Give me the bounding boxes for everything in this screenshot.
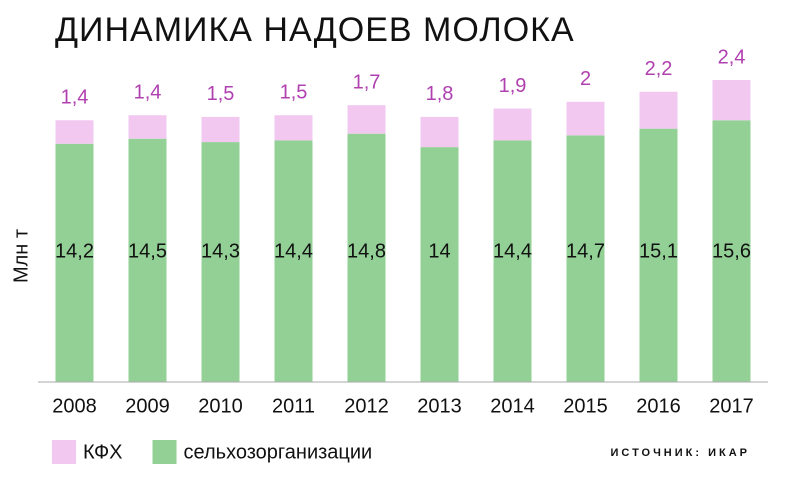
x-tick-label: 2017 xyxy=(709,395,754,417)
bar-segment xyxy=(201,142,240,382)
value-label: 15,6 xyxy=(712,240,751,262)
legend-swatch xyxy=(152,440,177,464)
x-tick-label: 2015 xyxy=(563,395,608,417)
legend-label: КФХ xyxy=(83,441,123,463)
bar-segment xyxy=(347,105,386,134)
value-label: 14,4 xyxy=(493,240,532,262)
bar-segment xyxy=(55,143,94,382)
x-tick-label: 2010 xyxy=(198,395,243,417)
x-tick-label: 2012 xyxy=(344,395,389,417)
bar-segment xyxy=(128,138,167,382)
value-label: 14,4 xyxy=(274,240,313,262)
bar-segment xyxy=(128,115,167,139)
value-label: 1,8 xyxy=(426,83,454,105)
value-label: 15,1 xyxy=(639,240,678,262)
value-label: 1,7 xyxy=(353,71,381,93)
x-tick-label: 2014 xyxy=(490,395,535,417)
bar-segment xyxy=(347,133,386,382)
legend-label: сельхозорганизации xyxy=(184,441,373,463)
bar-segment xyxy=(201,116,240,143)
value-label: 14,7 xyxy=(566,240,605,262)
bar-segment xyxy=(493,108,532,141)
value-label: 14 xyxy=(428,240,450,262)
chart-title: ДИНАМИКА НАДОЕВ МОЛОКА xyxy=(55,11,575,49)
value-label: 1,5 xyxy=(207,83,235,105)
bar-segment xyxy=(712,120,751,383)
legend-swatch xyxy=(52,440,76,464)
bar-segment xyxy=(55,120,94,144)
bar-segment xyxy=(566,135,605,382)
value-label: 14,3 xyxy=(201,240,240,262)
source-note: ИСТОЧНИК: ИКАР xyxy=(611,447,751,459)
bar-segment xyxy=(493,140,532,382)
value-label: 1,4 xyxy=(61,87,89,109)
y-axis-label: Млн т xyxy=(10,229,32,283)
x-tick-label: 2008 xyxy=(52,395,97,417)
value-label: 2 xyxy=(580,68,591,90)
value-label: 1,9 xyxy=(499,75,527,97)
value-label: 14,5 xyxy=(128,240,167,262)
value-label: 1,4 xyxy=(134,82,162,104)
x-tick-label: 2011 xyxy=(272,395,315,417)
value-label: 2,2 xyxy=(645,58,673,80)
bar-segment xyxy=(639,128,678,382)
bar-segment xyxy=(274,140,313,382)
bar-segment xyxy=(420,116,459,148)
bar-segment xyxy=(566,101,605,136)
x-tick-label: 2016 xyxy=(636,395,681,417)
bar-segment xyxy=(274,115,313,141)
x-tick-label: 2009 xyxy=(125,395,170,417)
value-label: 14,2 xyxy=(55,240,94,262)
x-tick-label: 2013 xyxy=(417,395,462,417)
value-label: 2,4 xyxy=(718,46,746,68)
bar-segment xyxy=(420,147,459,382)
bar-segment xyxy=(712,80,751,121)
value-label: 14,8 xyxy=(347,240,386,262)
value-label: 1,5 xyxy=(280,82,308,104)
bar-segment xyxy=(639,91,678,129)
